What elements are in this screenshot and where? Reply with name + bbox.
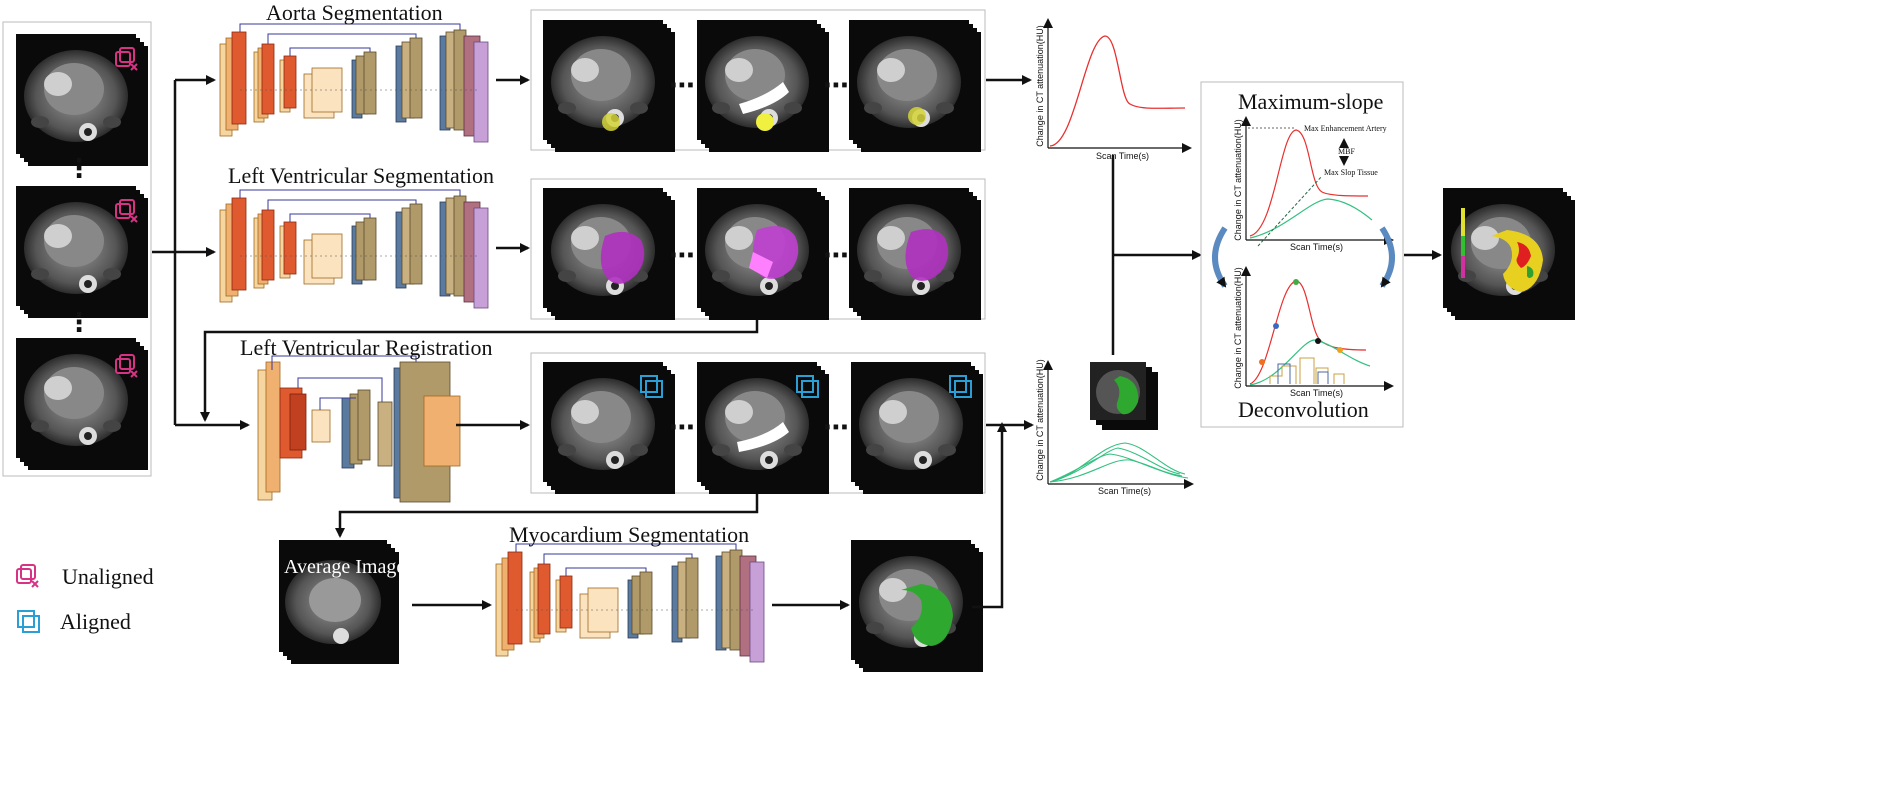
- aorta-plot-y-label: Change in CT attenuation(HU): [1035, 25, 1045, 147]
- input-stack-bottom: [16, 338, 148, 470]
- lv-registration-net: [257, 355, 461, 503]
- myo-plot-y-label: Change in CT attenuation(HU): [1035, 359, 1045, 481]
- aorta-slice-3: [849, 20, 981, 152]
- title-myocardium-segmentation: Myocardium Segmentation: [509, 522, 750, 547]
- ellipsis-lv-2: ⋯: [823, 240, 849, 270]
- cycle-arrow-left: [1212, 226, 1228, 288]
- legend-unaligned-icon: [16, 564, 39, 588]
- deconvolution-plot: [1241, 266, 1394, 391]
- perfusion-map-stack: [1443, 188, 1575, 320]
- lv-seg-slice-2: [697, 188, 829, 320]
- legend-unaligned-label: Unaligned: [62, 564, 154, 589]
- cycle-arrow-right: [1379, 226, 1395, 288]
- myo-output-slice: [851, 540, 983, 672]
- average-image-stack: [279, 540, 399, 664]
- max-slope-plot: [1241, 116, 1394, 247]
- annotation-max-enhancement: Max Enhancement Artery: [1304, 124, 1387, 133]
- ellipsis-reg-2: ⋯: [823, 412, 849, 442]
- input-fanout-arrows: [152, 75, 250, 430]
- max-slope-x-label: Scan Time(s): [1290, 242, 1344, 252]
- lv-seg-slice-3: [849, 188, 981, 320]
- title-lv-registration: Left Ventricular Registration: [240, 335, 493, 360]
- aorta-plot-x-label: Scan Time(s): [1096, 151, 1150, 161]
- myo-plot-x-label: Scan Time(s): [1098, 486, 1152, 496]
- input-stack-middle: [16, 186, 148, 318]
- legend-aligned-icon: [17, 610, 40, 633]
- label-average-image: Average Image: [284, 556, 406, 578]
- aorta-unet: [219, 23, 489, 143]
- aorta-slice-1: [543, 20, 675, 152]
- analysis-panel: [1200, 81, 1404, 428]
- input-stack-top: [16, 34, 148, 166]
- title-deconvolution: Deconvolution: [1238, 397, 1369, 422]
- ellipsis-lv-1: ⋯: [669, 240, 695, 270]
- deconv-x-label: Scan Time(s): [1290, 388, 1344, 398]
- vertical-ellipsis-1: ⋮: [66, 153, 92, 183]
- legend-aligned-label: Aligned: [60, 609, 131, 634]
- lv-seg-to-registration-arrow: [200, 320, 759, 422]
- lv-seg-unet: [219, 189, 489, 309]
- aorta-curve-plot: [1043, 18, 1192, 153]
- ellipsis-aorta-2: ⋯: [823, 70, 849, 100]
- myo-thumbnail: [1090, 362, 1158, 430]
- lv-seg-slice-1: [543, 188, 675, 320]
- annotation-mbf: MBF: [1338, 147, 1355, 156]
- annotation-max-slope-tissue: Max Slop Tissue: [1324, 168, 1378, 177]
- registration-to-average-arrow: [335, 494, 759, 538]
- title-maximum-slope: Maximum-slope: [1238, 89, 1384, 114]
- myo-curve-plot: [1043, 360, 1194, 489]
- title-lv-segmentation: Left Ventricular Segmentation: [228, 163, 494, 188]
- title-aorta-segmentation: Aorta Segmentation: [266, 0, 443, 25]
- myo-to-curves-arrow: [972, 422, 1007, 609]
- deconv-y-label: Change in CT attenuation(HU): [1233, 267, 1243, 389]
- aorta-slice-2: [697, 20, 829, 152]
- ellipsis-reg-1: ⋯: [669, 412, 695, 442]
- ellipsis-aorta-1: ⋯: [669, 70, 695, 100]
- myo-seg-unet: [495, 543, 765, 663]
- vertical-ellipsis-2: ⋮: [66, 307, 92, 337]
- lv-reg-slice-2: [697, 362, 829, 494]
- max-slope-y-label: Change in CT attenuation(HU): [1233, 119, 1243, 241]
